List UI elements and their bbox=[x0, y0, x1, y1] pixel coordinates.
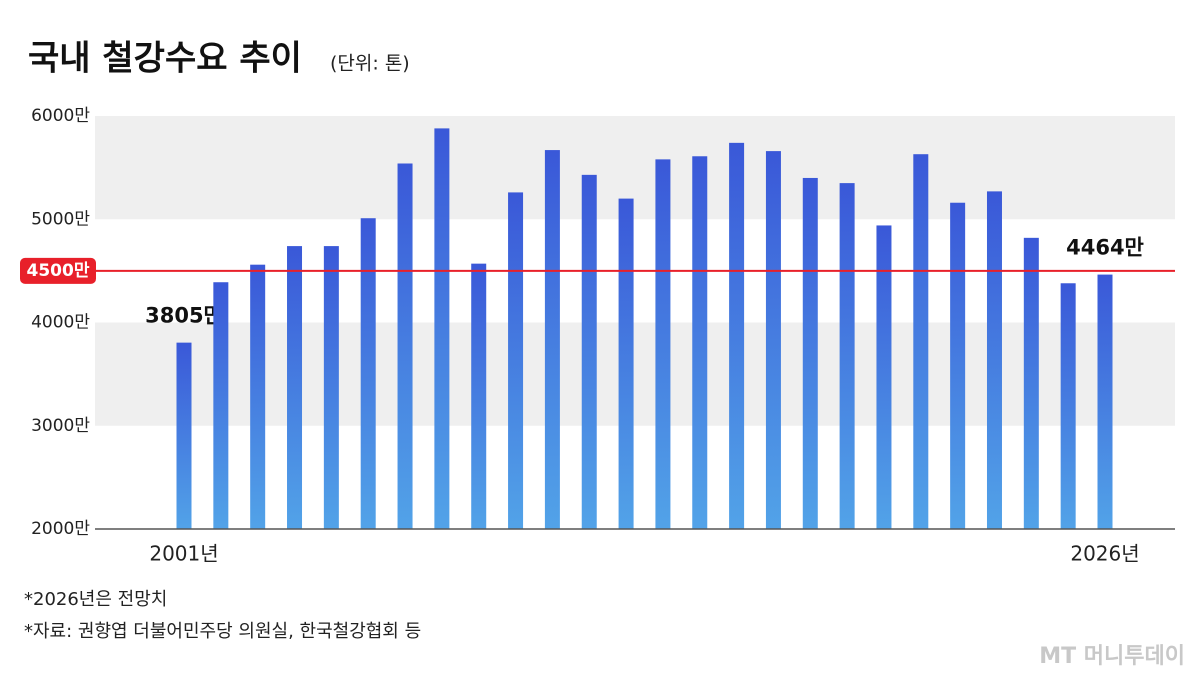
bar bbox=[1097, 274, 1113, 529]
y-tick-label: 5000만 bbox=[31, 209, 90, 229]
bar bbox=[1023, 237, 1039, 529]
reference-label-bg bbox=[20, 257, 96, 284]
chart-title: 국내 철강수요 추이 bbox=[28, 39, 302, 79]
bar bbox=[729, 142, 745, 529]
bar bbox=[986, 191, 1002, 529]
bar bbox=[876, 225, 892, 529]
bar bbox=[1060, 283, 1076, 529]
watermark: MT 머니투데이 bbox=[1039, 644, 1185, 669]
bar bbox=[213, 282, 229, 529]
bar bbox=[802, 177, 818, 529]
x-tick-label: 2001년 bbox=[149, 542, 218, 566]
bar bbox=[913, 154, 929, 529]
note: *2026년은 전망치 bbox=[24, 589, 167, 610]
bar bbox=[287, 246, 303, 529]
grid-band bbox=[95, 116, 1175, 220]
y-tick-label: 2000만 bbox=[31, 519, 90, 539]
bar bbox=[397, 163, 413, 529]
bar bbox=[655, 159, 671, 530]
bar bbox=[360, 218, 376, 529]
bar bbox=[950, 202, 966, 530]
bar bbox=[839, 183, 855, 530]
y-tick-label: 3000만 bbox=[31, 416, 90, 436]
data-label: 3805만 bbox=[145, 304, 223, 328]
bar bbox=[471, 263, 487, 529]
y-tick-label: 4000만 bbox=[31, 313, 90, 333]
reference-label: 4500만 bbox=[27, 261, 90, 281]
x-tick-label: 2026년 bbox=[1070, 542, 1139, 566]
bar bbox=[434, 128, 450, 529]
bar bbox=[618, 198, 634, 529]
bar bbox=[581, 174, 597, 530]
bar bbox=[323, 246, 339, 529]
bar bbox=[250, 264, 266, 529]
y-tick-label: 6000만 bbox=[31, 106, 90, 126]
note: *자료: 권향엽 더불어민주당 의원실, 한국철강협회 등 bbox=[24, 621, 421, 642]
data-label: 4464만 bbox=[1066, 236, 1144, 260]
bar bbox=[765, 151, 781, 530]
chart-subtitle: (단위: 톤) bbox=[330, 53, 410, 75]
bar bbox=[508, 192, 524, 529]
bar bbox=[544, 150, 560, 529]
bar bbox=[176, 342, 192, 529]
bar bbox=[692, 156, 708, 529]
